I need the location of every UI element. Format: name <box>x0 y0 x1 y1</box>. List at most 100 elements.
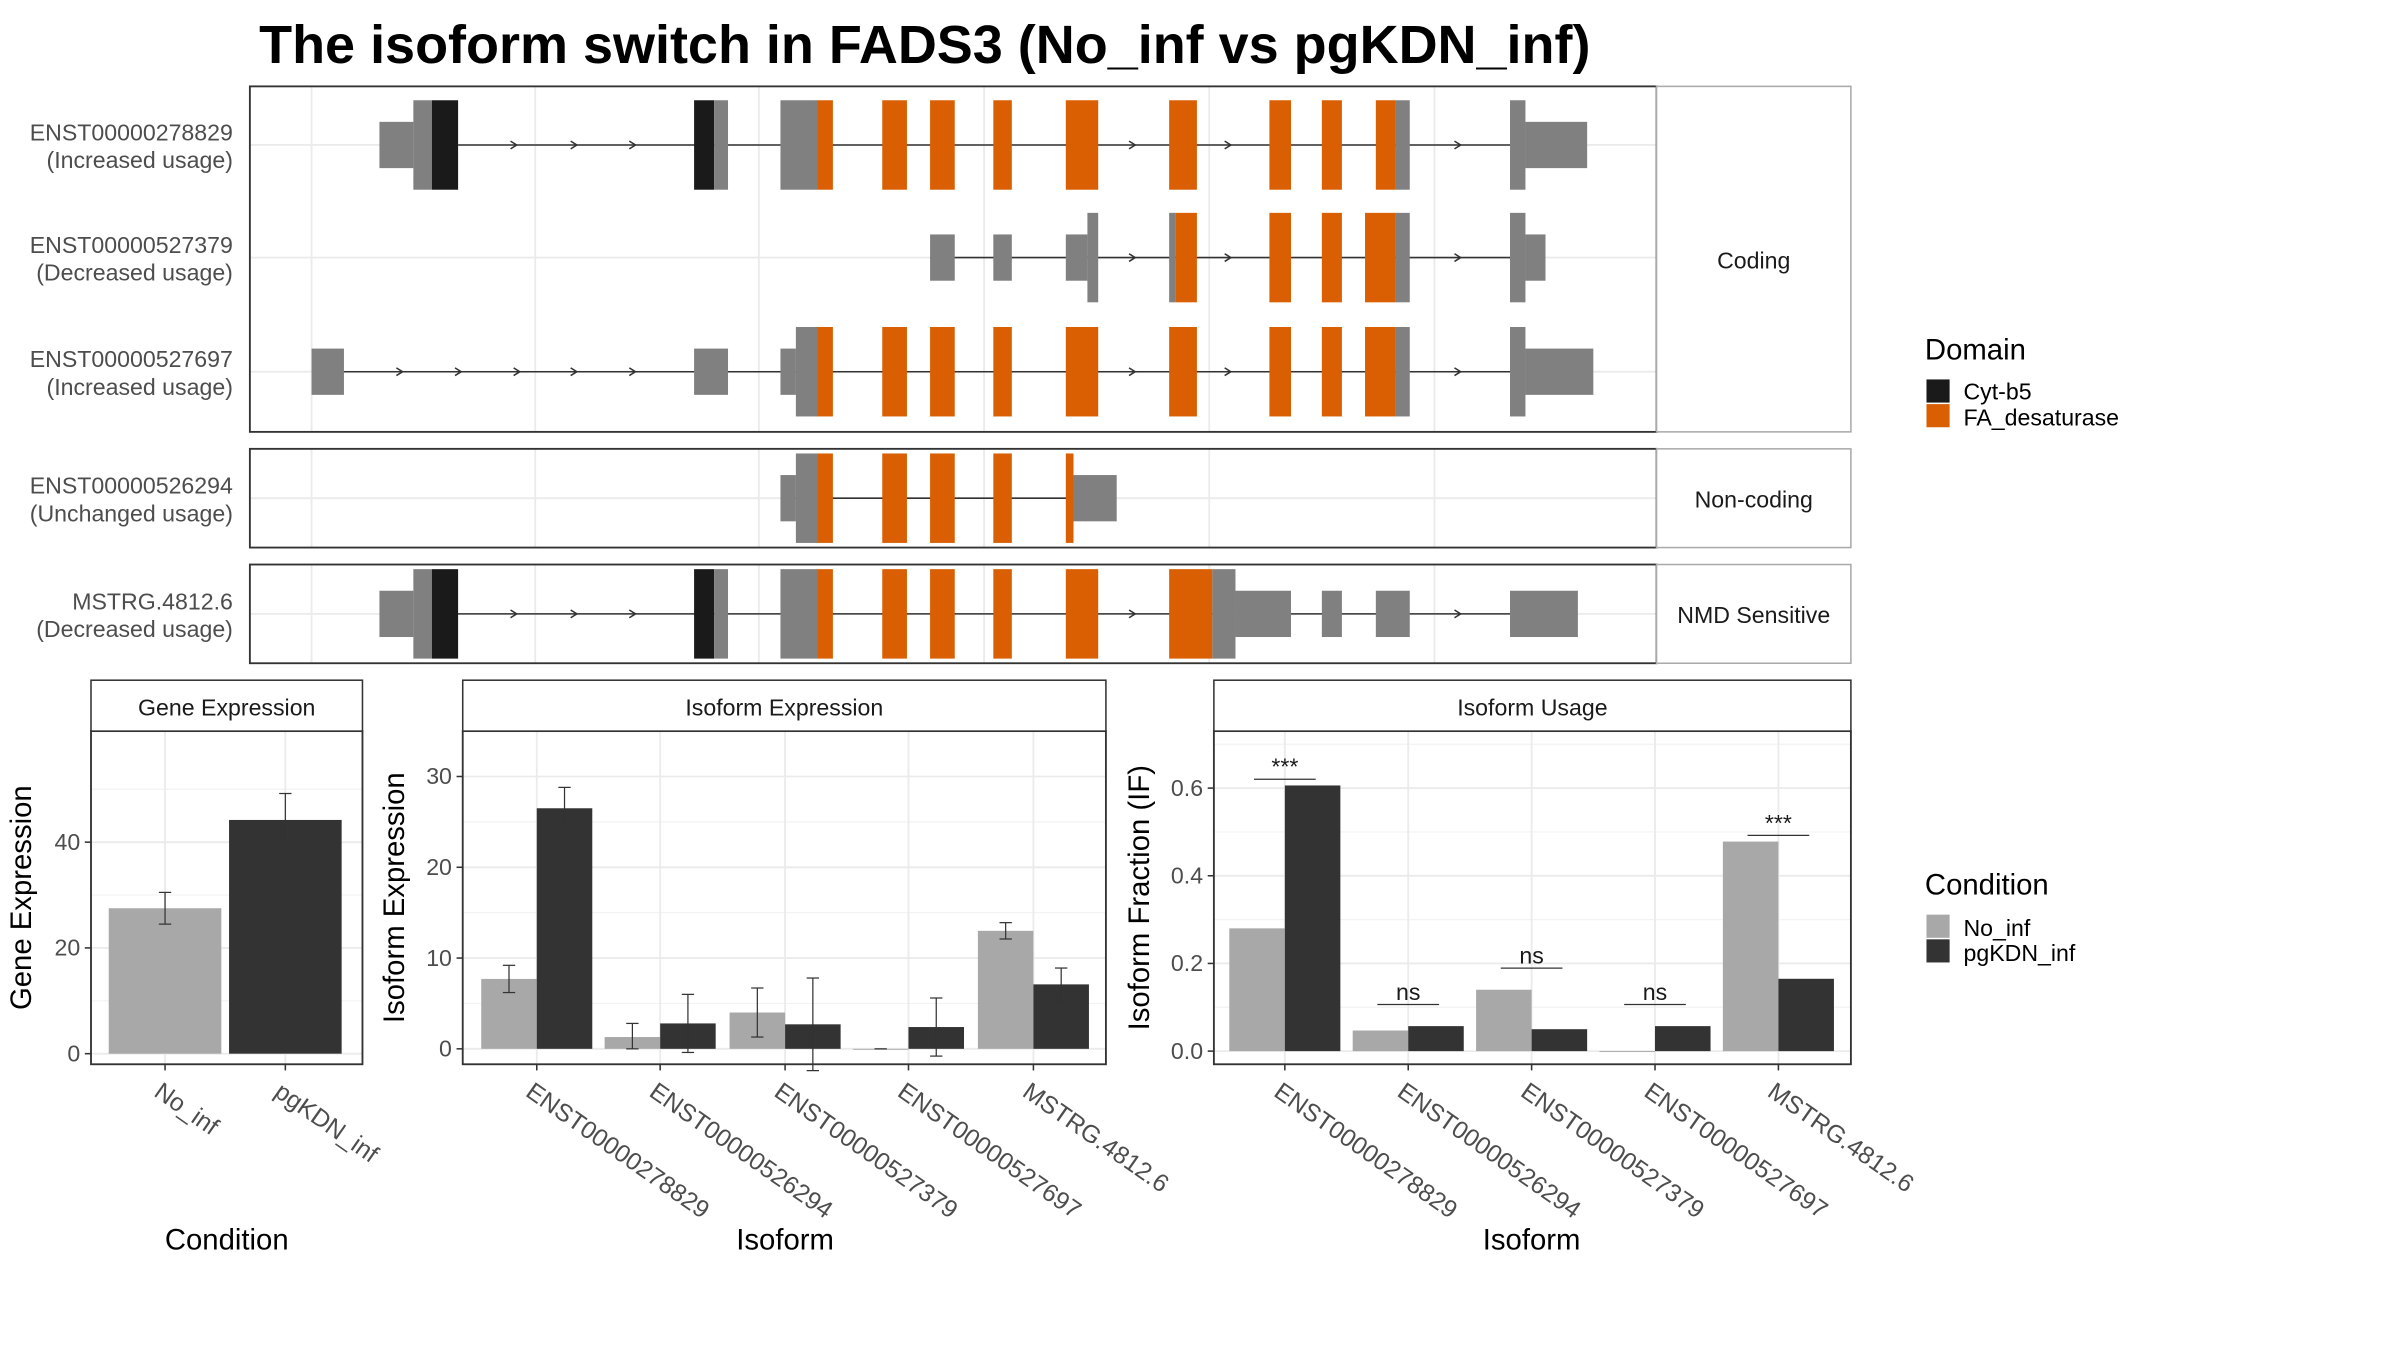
isoform-id-label: MSTRG.4812.6 <box>72 588 233 614</box>
exon <box>1510 212 1526 303</box>
y-tick-label: 10 <box>426 945 452 971</box>
intron-direction-arrow <box>1224 367 1233 377</box>
fa-desaturase-domain <box>882 569 907 659</box>
x-axis-label: Isoform <box>1483 1223 1581 1256</box>
fa-desaturase-domain <box>1175 212 1197 303</box>
fa-desaturase-domain <box>1169 100 1197 190</box>
fa-desaturase-domain <box>817 326 833 417</box>
bar <box>1778 978 1834 1052</box>
y-axis-label: Gene Expression <box>5 785 38 1010</box>
exon <box>1510 100 1526 190</box>
intron-direction-arrow <box>1454 367 1463 377</box>
isoform-usage-label: (Increased usage) <box>47 374 233 400</box>
y-tick-label: 0.4 <box>1171 862 1203 888</box>
y-tick-label: 0 <box>67 1040 80 1066</box>
exon <box>1395 100 1410 190</box>
domain-legend-title: Domain <box>1925 333 2026 366</box>
fa-desaturase-domain <box>882 453 907 543</box>
fa-desaturase-domain <box>882 326 907 417</box>
exon <box>714 569 729 659</box>
legend-swatch-no-inf <box>1926 914 1950 938</box>
exon <box>413 569 432 659</box>
exon <box>1525 121 1588 169</box>
exon <box>1510 590 1578 638</box>
domain-legend: Domain Cyt-b5 FA_desaturase <box>1925 333 2119 430</box>
exon <box>780 100 818 190</box>
exon <box>1395 212 1410 303</box>
y-tick-label: 0.6 <box>1171 775 1203 801</box>
isoform-structure-panels: ENST00000278829(Increased usage)ENST0000… <box>30 85 1852 665</box>
exon <box>795 453 818 543</box>
intron-direction-arrow <box>513 367 522 377</box>
bar <box>536 808 593 1049</box>
exon <box>1087 212 1099 303</box>
fa-desaturase-domain <box>1065 453 1074 543</box>
intron-direction-arrow <box>1224 140 1233 150</box>
y-axis-label: Isoform Expression <box>378 772 411 1023</box>
y-tick-label: 20 <box>54 935 80 961</box>
intron-direction-arrow <box>1454 253 1463 263</box>
bar-charts: Gene Expression 0 20 40 No_inf pgKDN_inf Condi… <box>5 679 1918 1256</box>
intron-direction-arrow <box>628 367 637 377</box>
exon <box>1510 326 1526 417</box>
fa-desaturase-domain <box>930 569 955 659</box>
facet-strip <box>1655 563 1852 665</box>
intron-direction-arrow <box>1128 367 1137 377</box>
exon <box>1169 212 1176 303</box>
y-tick-label: 0 <box>439 1036 452 1062</box>
fa-desaturase-domain <box>882 100 907 190</box>
bar <box>108 908 222 1054</box>
fa-desaturase-domain <box>1321 100 1342 190</box>
structure-panel: ENST00000526294(Unchanged usage) Non-codi… <box>30 447 1852 549</box>
exon <box>694 348 729 395</box>
intron-direction-arrow <box>454 367 463 377</box>
fa-desaturase-domain <box>993 569 1012 659</box>
intron-direction-arrow <box>510 609 519 619</box>
significance-label: *** <box>1271 754 1298 780</box>
exon <box>1235 590 1292 638</box>
y-tick-label: 0.2 <box>1171 950 1203 976</box>
chart-title: Isoform Usage <box>1457 695 1607 721</box>
isoform-id-label: ENST00000527697 <box>30 346 233 372</box>
intron-direction-arrow <box>628 140 637 150</box>
fa-desaturase-domain <box>1065 326 1099 417</box>
isoform-usage-label: (Decreased usage) <box>36 616 233 642</box>
cytb5-domain <box>431 569 459 659</box>
fa-desaturase-domain <box>1269 326 1292 417</box>
exon <box>379 590 414 638</box>
exon <box>714 100 729 190</box>
y-tick-label: 40 <box>54 829 80 855</box>
exon <box>930 234 955 281</box>
exon <box>1525 348 1594 395</box>
intron-direction-arrow <box>395 367 405 377</box>
exon <box>795 326 818 417</box>
exon <box>1375 590 1410 638</box>
significance-label: ns <box>1396 979 1420 1005</box>
fa-desaturase-domain <box>1269 212 1292 303</box>
fa-desaturase-domain <box>930 326 955 417</box>
isoform-id-label: ENST00000278829 <box>30 119 233 145</box>
chart-strip <box>1213 679 1852 732</box>
bar <box>1408 1026 1464 1052</box>
intron-direction-arrow <box>570 140 579 150</box>
exon <box>993 234 1012 281</box>
significance-label: ns <box>1643 979 1667 1005</box>
legend-label-no-inf: No_inf <box>1963 915 2030 941</box>
bar <box>1599 1051 1656 1053</box>
fa-desaturase-domain <box>993 453 1012 543</box>
bar <box>977 930 1034 1049</box>
intron-direction-arrow <box>1128 253 1137 263</box>
bar <box>1284 785 1341 1052</box>
facet-strip <box>1655 448 1852 549</box>
bar <box>1722 841 1779 1052</box>
fa-desaturase-domain <box>1169 569 1213 659</box>
legend-swatch-cytb5 <box>1926 379 1950 403</box>
facet-strip-label: NMD Sensitive <box>1677 602 1830 628</box>
fa-desaturase-domain <box>1269 100 1292 190</box>
fa-desaturase-domain <box>1375 100 1396 190</box>
x-tick-label: pgKDN_inf <box>270 1078 383 1169</box>
chart-panel: Isoform Expression0102030ENST00000278829… <box>378 679 1173 1256</box>
